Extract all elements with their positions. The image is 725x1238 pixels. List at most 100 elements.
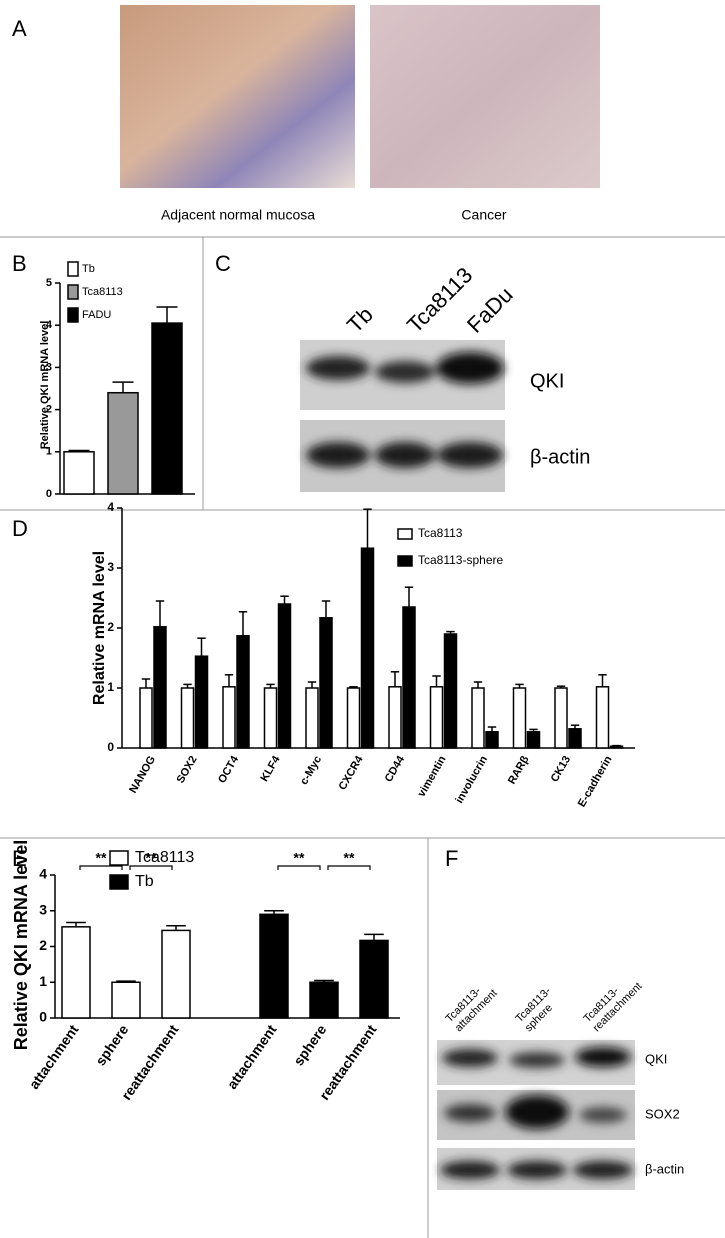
y-tick-label: 3 [39,901,47,917]
bar [277,603,292,749]
lane-label: Tca8113-attachment [443,978,499,1034]
panel-label: C [215,251,231,276]
y-tick-label: 0 [39,1009,47,1025]
bar [61,926,91,1019]
image-caption: Adjacent normal mucosa [161,207,315,223]
bar [259,913,289,1019]
annotation: ** [294,850,305,866]
bar [305,687,319,749]
image-caption: Cancer [461,207,506,223]
y-tick-label: 3 [107,560,114,574]
bar [222,686,236,749]
bar [180,687,195,749]
x-tick-label: CD44 [383,753,408,784]
lane-label: Tca8113 [402,262,477,337]
y-tick-label: 0 [107,740,114,754]
legend-swatch [397,555,413,567]
legend-label: Tb [82,263,95,275]
x-tick-label: CK13 [549,754,573,784]
bar [161,929,191,1019]
y-tick-label: 3 [46,361,52,373]
x-tick-label: RARβ [506,754,532,787]
bar [443,633,458,749]
x-tick-label: E-cadherin [576,754,615,809]
x-tick-label: NANOG [127,754,158,795]
x-tick-label: sphere [92,1022,132,1069]
lane-label: Tb [342,302,378,338]
x-tick-label: c-Myc [298,754,324,787]
bar [568,728,582,749]
annotation: ** [96,850,107,866]
panel-label: A [12,16,27,41]
band-label: QKI [530,370,564,392]
bar [194,655,209,749]
legend-label: FADU [82,309,111,321]
x-tick-label: OCT4 [216,753,242,785]
bar [346,687,361,749]
panel-label: E [12,846,27,871]
y-axis-label: Relative QKI mRNA level [39,321,51,450]
bar [360,547,375,749]
bar [359,939,389,1019]
y-tick-label: 1 [46,446,52,458]
x-tick-label: sphere [290,1022,330,1069]
legend-swatch [67,307,79,323]
lane-label: Tca8113-sphere [513,985,562,1034]
bar [526,731,541,749]
x-tick-label: involucrin [453,754,490,806]
y-tick-label: 5 [46,277,52,289]
bar [153,626,167,749]
legend-label: Tca8113 [82,286,123,298]
y-tick-label: 2 [107,620,114,634]
bar [429,686,444,749]
y-tick-label: 4 [46,319,53,331]
panel-label: D [12,516,28,541]
band-label: β-actin [645,1161,684,1176]
bar [139,687,153,749]
significance-bracket [327,865,371,870]
band-label: SOX2 [645,1106,680,1121]
bar [402,606,416,749]
legend-label: Tca8113 [135,849,194,866]
x-tick-label: attachment [224,1021,280,1092]
significance-bracket [79,865,123,870]
x-tick-label: SOX2 [175,754,200,785]
y-tick-label: 1 [107,680,114,694]
significance-bracket [129,865,173,870]
bar [107,391,139,495]
bar [595,686,610,749]
bar [111,981,141,1019]
bar [151,322,183,495]
bar [319,617,333,749]
band-label: QKI [645,1051,667,1066]
x-tick-label: attachment [26,1021,82,1092]
bar [471,687,485,749]
x-tick-label: vimentin [416,754,449,799]
histology-image [120,5,355,188]
y-tick-label: 2 [46,404,52,416]
bar [512,687,527,749]
y-tick-label: 1 [39,973,47,989]
annotation: ** [344,850,355,866]
legend-swatch [67,284,79,300]
y-tick-label: 4 [107,500,114,514]
x-tick-label: CXCR4 [337,753,366,792]
annotation: ** [146,850,157,866]
lane-label: Tca8113-reattachment [581,971,644,1034]
legend-label: Tca8113-sphere [418,553,503,567]
legend-swatch [109,850,129,866]
blot-bands [306,352,504,468]
bar [236,635,250,749]
y-tick-label: 0 [46,488,52,500]
legend-label: Tb [135,873,154,890]
bar [63,451,95,495]
lane-label: FaDu [462,282,518,338]
panel-label: F [445,846,458,871]
bar [263,687,278,749]
y-tick-label: 2 [39,937,47,953]
bar [609,745,624,749]
y-axis-label: Relative QKI mRNA level [11,840,31,1050]
histology-image [370,5,600,188]
blot-bands [440,1047,633,1179]
